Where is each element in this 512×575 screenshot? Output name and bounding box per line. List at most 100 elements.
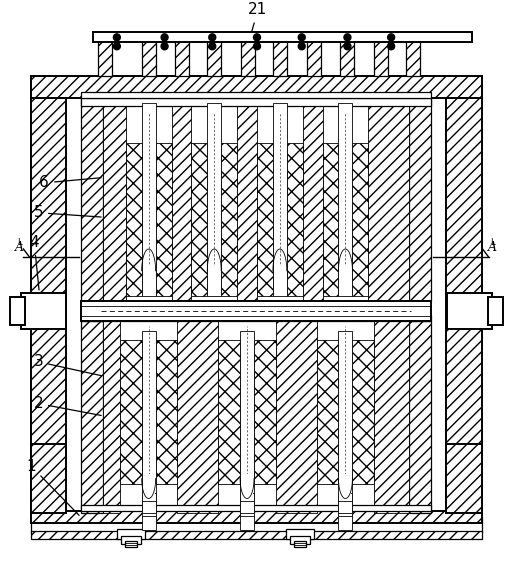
Bar — [338, 501, 352, 513]
Text: 4: 4 — [29, 235, 39, 290]
Bar — [286, 529, 314, 539]
Text: 3: 3 — [33, 354, 101, 375]
Bar — [143, 474, 155, 504]
Bar — [143, 266, 155, 296]
Bar — [237, 98, 257, 301]
Bar — [241, 34, 255, 40]
Bar — [81, 98, 431, 106]
Circle shape — [209, 34, 216, 41]
Bar — [142, 40, 156, 76]
Circle shape — [253, 34, 261, 41]
Bar — [446, 444, 482, 513]
Bar — [307, 40, 321, 76]
Bar — [125, 541, 137, 547]
Circle shape — [344, 34, 351, 41]
Bar — [374, 321, 409, 513]
Bar — [303, 98, 323, 301]
Circle shape — [113, 34, 120, 41]
Circle shape — [161, 34, 168, 41]
Bar — [31, 444, 66, 513]
Bar — [241, 40, 255, 76]
Bar — [273, 103, 287, 296]
Bar — [81, 301, 431, 321]
Bar — [103, 321, 120, 513]
Bar — [31, 518, 482, 533]
Bar — [176, 34, 189, 40]
Bar — [409, 98, 431, 301]
Circle shape — [298, 34, 305, 41]
Bar — [81, 98, 103, 301]
Text: 6: 6 — [39, 175, 101, 190]
Bar — [120, 340, 142, 484]
Bar — [142, 516, 156, 530]
Bar — [81, 92, 431, 98]
Bar — [207, 34, 221, 40]
Bar — [409, 321, 431, 513]
Text: A: A — [488, 241, 497, 254]
Bar — [307, 34, 321, 40]
Circle shape — [161, 43, 168, 50]
Bar — [406, 34, 420, 40]
Circle shape — [253, 43, 261, 50]
Bar — [240, 331, 254, 504]
Bar — [338, 493, 352, 518]
Bar — [121, 536, 141, 544]
Bar — [240, 501, 254, 513]
Bar — [287, 143, 303, 296]
Bar — [142, 103, 156, 296]
Bar — [274, 266, 286, 296]
Bar — [142, 331, 156, 504]
Bar — [178, 321, 218, 513]
Bar — [240, 493, 254, 518]
Text: L: L — [490, 238, 495, 247]
Bar — [352, 143, 368, 296]
Bar — [352, 340, 374, 484]
Bar — [221, 143, 237, 296]
Text: 2: 2 — [33, 396, 101, 416]
Bar — [447, 293, 492, 328]
Bar — [316, 340, 338, 484]
Bar — [31, 98, 66, 513]
Bar — [81, 321, 103, 513]
Bar — [218, 340, 240, 484]
Bar — [338, 331, 352, 504]
Bar — [81, 315, 431, 321]
Bar — [446, 98, 482, 513]
Bar — [22, 293, 66, 328]
Bar — [487, 297, 503, 324]
Bar — [374, 34, 388, 40]
Bar — [93, 32, 472, 43]
Circle shape — [209, 43, 216, 50]
Bar — [142, 34, 156, 40]
Bar — [208, 266, 220, 296]
Circle shape — [388, 43, 395, 50]
Bar — [10, 297, 26, 324]
Bar — [323, 143, 338, 296]
Text: 1: 1 — [27, 459, 79, 515]
Circle shape — [298, 43, 305, 50]
Bar — [254, 340, 276, 484]
Bar — [338, 516, 352, 530]
Bar — [103, 98, 126, 301]
Bar — [172, 98, 191, 301]
Bar — [31, 76, 482, 98]
Bar — [31, 511, 482, 523]
Bar — [156, 143, 172, 296]
Bar — [273, 34, 287, 40]
Bar — [276, 321, 316, 513]
Bar — [339, 474, 351, 504]
Bar — [338, 103, 352, 296]
Bar — [368, 98, 409, 301]
Bar — [117, 529, 145, 539]
Text: 21: 21 — [248, 2, 268, 34]
Bar — [176, 40, 189, 76]
Bar — [98, 40, 112, 76]
Bar — [406, 40, 420, 76]
Bar — [273, 40, 287, 76]
Bar — [142, 493, 156, 518]
Bar — [290, 536, 310, 544]
Bar — [339, 266, 351, 296]
Circle shape — [113, 43, 120, 50]
Text: 5: 5 — [33, 205, 101, 220]
Bar — [191, 143, 207, 296]
